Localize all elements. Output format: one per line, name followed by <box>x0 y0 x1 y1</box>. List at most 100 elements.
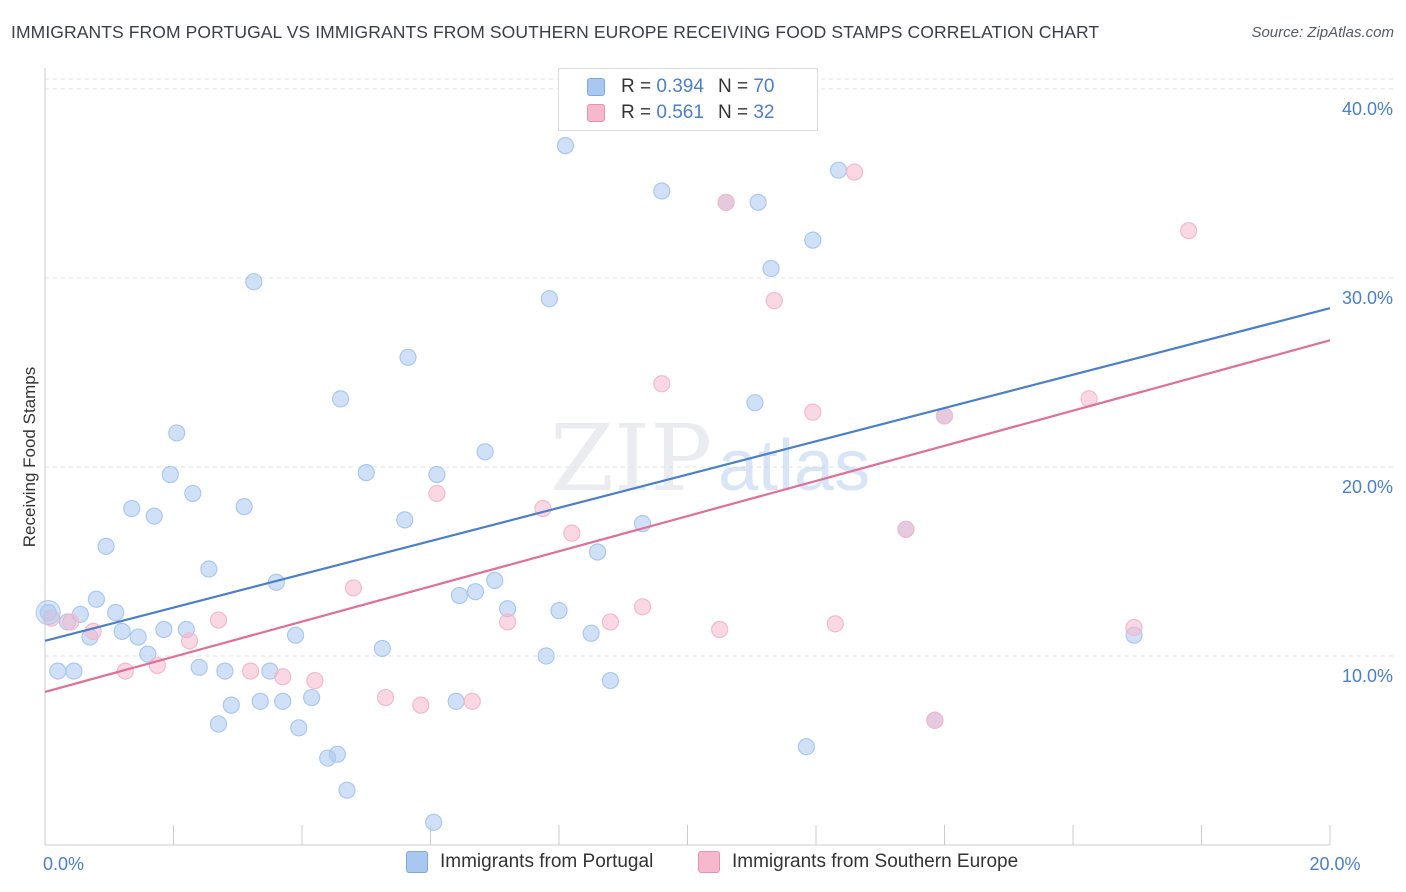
point-southern-europe <box>765 292 783 310</box>
point-portugal <box>286 626 305 644</box>
point-southern-europe <box>274 668 292 686</box>
data-points <box>35 137 1198 831</box>
trend-line-southern-europe <box>44 339 1331 693</box>
point-portugal <box>653 182 671 200</box>
legend-n-label: N = <box>717 76 749 97</box>
point-southern-europe <box>711 620 729 639</box>
legend-n-value: 70 <box>753 76 775 97</box>
point-portugal <box>303 688 321 707</box>
point-southern-europe <box>563 524 581 542</box>
point-portugal <box>373 639 391 658</box>
point-southern-europe <box>1180 222 1198 240</box>
point-portugal <box>804 231 822 249</box>
point-portugal <box>447 692 465 710</box>
y-tick-label: 10.0% <box>1342 666 1393 686</box>
point-portugal <box>357 464 375 482</box>
point-southern-europe <box>653 375 671 393</box>
bottom-legend-label-southern-europe: Immigrants from Southern Europe <box>732 851 1019 872</box>
bottom-legend-label-portugal: Immigrants from Portugal <box>440 851 654 872</box>
point-portugal <box>113 622 131 641</box>
point-southern-europe <box>633 598 652 616</box>
watermark-atlas: atlas <box>718 426 870 506</box>
point-portugal <box>399 348 417 366</box>
point-southern-europe <box>376 688 395 707</box>
y-axis-title: Receiving Food Stamps <box>20 366 39 548</box>
point-southern-europe <box>826 615 844 633</box>
point-portugal <box>396 511 414 529</box>
point-portugal <box>486 571 504 589</box>
y-tick-label: 20.0% <box>1342 477 1393 497</box>
point-portugal <box>425 813 443 831</box>
point-southern-europe <box>344 579 362 597</box>
point-portugal <box>331 390 350 408</box>
point-portugal <box>145 507 163 525</box>
point-southern-europe <box>463 692 481 710</box>
point-portugal <box>338 781 356 799</box>
legend-row-portugal: R = 0.394 N = 70 <box>587 75 774 99</box>
point-portugal <box>87 590 106 608</box>
point-portugal <box>466 583 485 601</box>
point-portugal <box>245 273 263 291</box>
point-portugal <box>797 738 815 756</box>
legend-row-southern-europe: R = 0.561 N = 32 <box>587 101 774 125</box>
point-portugal <box>540 290 558 308</box>
chart-title: IMMIGRANTS FROM PORTUGAL VS IMMIGRANTS F… <box>11 22 1100 42</box>
point-southern-europe <box>804 403 822 421</box>
point-southern-europe <box>412 696 430 714</box>
point-southern-europe <box>62 613 80 631</box>
point-portugal <box>588 543 607 561</box>
point-portugal <box>209 715 228 733</box>
point-southern-europe <box>180 632 199 650</box>
point-portugal <box>139 645 157 663</box>
point-southern-europe <box>897 520 915 538</box>
point-portugal <box>129 628 147 646</box>
legend-n-label: N = <box>717 102 749 123</box>
point-portugal <box>550 602 568 620</box>
legend-n-value: 32 <box>753 102 775 123</box>
point-portugal <box>65 662 83 680</box>
point-southern-europe <box>499 613 517 631</box>
tick-labels: 10.0% 20.0% 30.0% 40.0% 0.0% 20.0% <box>43 99 1393 874</box>
point-portugal <box>184 484 202 503</box>
point-portugal <box>829 161 848 179</box>
point-portugal <box>450 586 469 605</box>
point-portugal-large <box>35 600 61 625</box>
point-portugal <box>235 498 253 516</box>
bottom-legend-swatch-southern-europe <box>698 851 720 873</box>
point-portugal <box>97 537 115 555</box>
point-portugal <box>168 424 186 442</box>
point-portugal <box>222 696 240 714</box>
point-portugal <box>428 465 446 484</box>
legend: R = 0.394 N = 70 R = 0.561 N = 32 <box>558 68 818 131</box>
point-southern-europe <box>926 711 944 729</box>
point-portugal <box>582 624 600 642</box>
source-credit: Source: ZipAtlas.com <box>1251 24 1394 41</box>
point-southern-europe <box>306 671 324 690</box>
trend-lines <box>44 307 1331 693</box>
point-portugal <box>200 560 218 578</box>
legend-r-label: R = <box>621 76 652 97</box>
point-portugal <box>749 193 767 211</box>
point-portugal <box>537 647 555 665</box>
point-southern-europe <box>209 611 228 629</box>
point-southern-europe <box>845 163 864 181</box>
trend-line-portugal <box>44 307 1331 642</box>
point-southern-europe <box>428 484 446 503</box>
point-portugal <box>328 745 346 763</box>
bottom-legend-swatch-portugal <box>406 851 428 873</box>
legend-r-value: 0.394 <box>656 76 704 97</box>
point-southern-europe <box>601 613 620 631</box>
y-tick-label: 40.0% <box>1342 99 1393 119</box>
point-portugal <box>123 499 141 518</box>
point-portugal <box>556 137 575 155</box>
y-tick-label: 30.0% <box>1342 288 1393 308</box>
bottom-legend-southern-europe: Immigrants from Southern Europe <box>698 851 1018 873</box>
point-portugal <box>601 671 620 690</box>
grid-lines <box>45 78 1395 657</box>
point-southern-europe <box>242 662 260 680</box>
legend-r-label: R = <box>621 102 652 123</box>
point-portugal <box>746 394 764 412</box>
point-portugal <box>190 658 208 676</box>
point-portugal <box>274 692 292 710</box>
